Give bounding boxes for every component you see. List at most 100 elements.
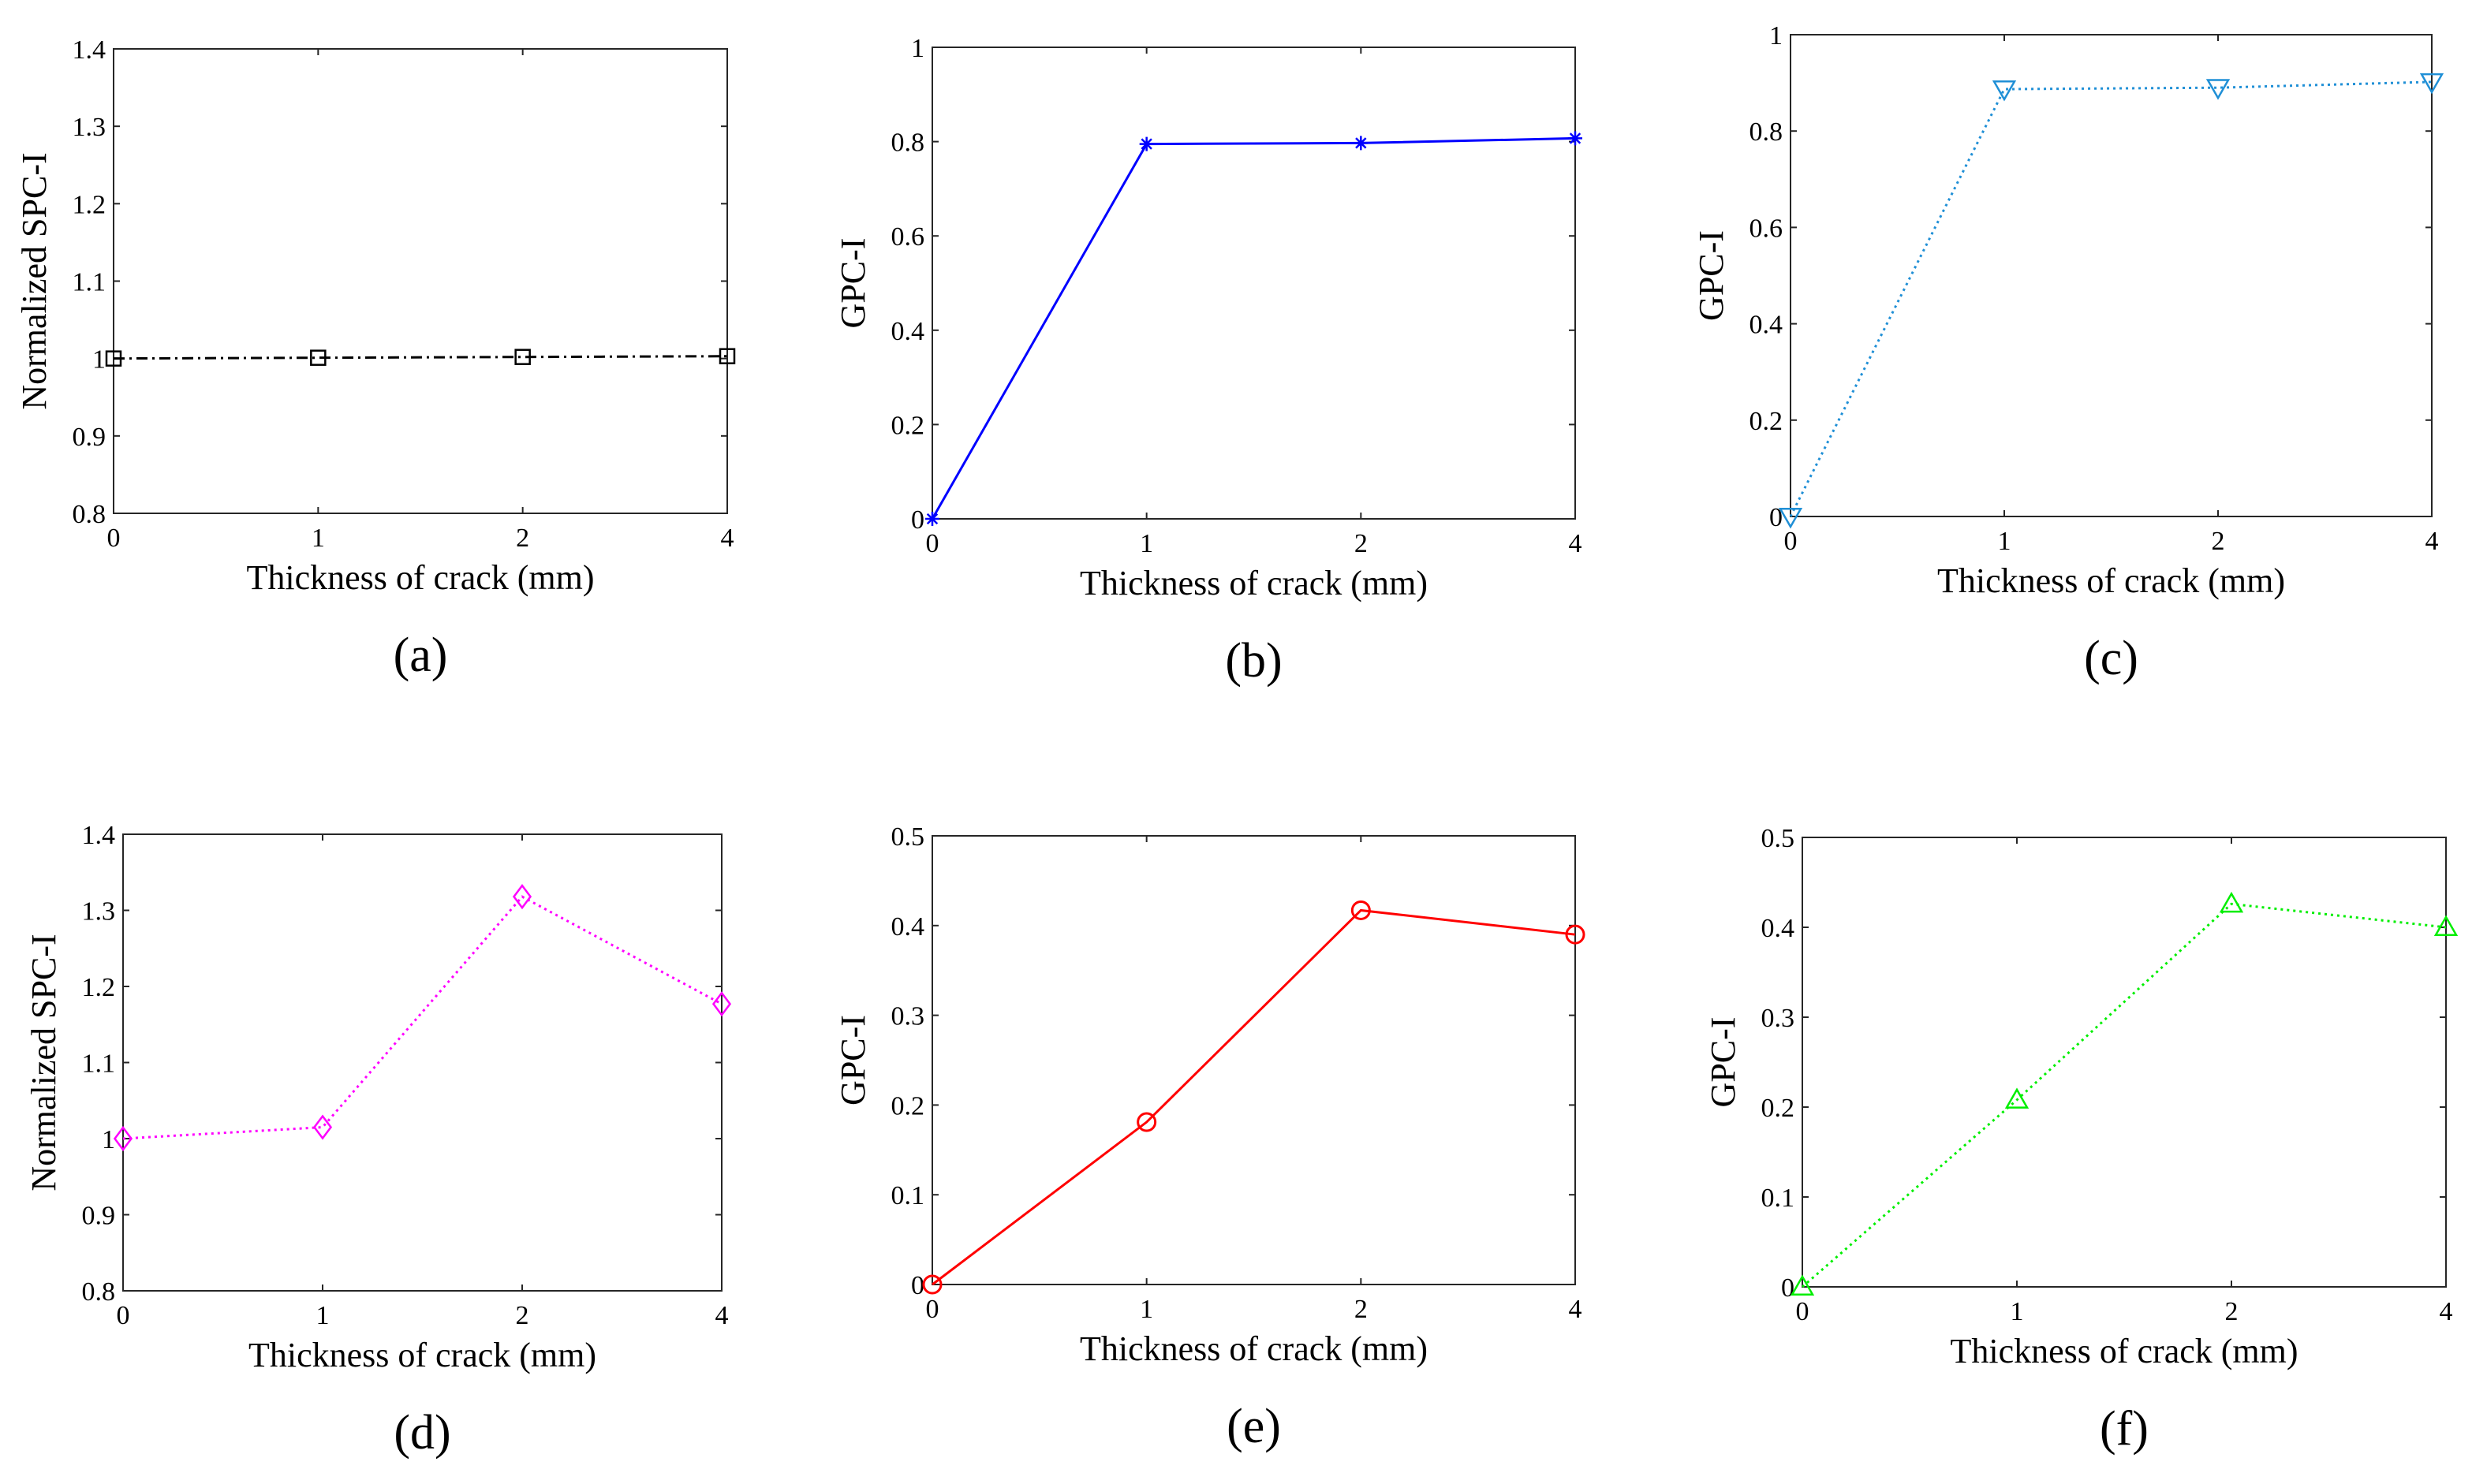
- data-point: [312, 1114, 333, 1140]
- chart-panel-e: 0 1 2 4 0 0.1 0.2 0.3 0.4 0.5 Thickness of crack (…: [834, 822, 1585, 1453]
- y-tick-label: 0.2: [891, 1091, 925, 1120]
- x-tick-label: 1: [312, 524, 325, 553]
- y-tick-label: 0.6: [1749, 214, 1783, 243]
- x-tick-label: 1: [1998, 527, 2011, 556]
- y-tick-label: 0.5: [1761, 824, 1795, 853]
- y-tick-label: 0.4: [891, 912, 925, 941]
- data-point: [1790, 1274, 1815, 1296]
- plot-frame: [122, 833, 723, 1292]
- series-line: [113, 355, 728, 360]
- y-tick-label: 0.4: [1749, 311, 1783, 340]
- data-point: [2433, 915, 2459, 936]
- chart-panel-c: 0 1 2 4 0 0.2 0.4 0.6 0.8 1 Thickness of crack (mm…: [1692, 21, 2444, 685]
- y-tick-label: 0.5: [891, 822, 925, 852]
- data-point: [310, 349, 327, 366]
- y-tick-label: 1.3: [73, 113, 106, 142]
- y-axis-label: GPC-I: [834, 1015, 872, 1106]
- x-tick-label: 0: [926, 1295, 939, 1324]
- chart-panel-f: 0 1 2 4 0 0.1 0.2 0.3 0.4 0.5 Thickness of crack (…: [1704, 824, 2459, 1456]
- data-point: [925, 512, 939, 526]
- x-tick-label: 0: [1796, 1297, 1809, 1326]
- panel-caption: (f): [2100, 1402, 2149, 1456]
- y-tick-label: 0.1: [1761, 1184, 1795, 1213]
- x-tick-label: 4: [715, 1301, 729, 1330]
- x-tick-label: 1: [1140, 529, 1153, 558]
- y-axis-label: Normalized SPC-I: [24, 934, 63, 1191]
- plot-frame: [1790, 34, 2433, 517]
- plot-frame: [932, 47, 1576, 520]
- x-tick-label: 1: [316, 1301, 330, 1330]
- y-tick-label: 1.1: [82, 1050, 116, 1079]
- y-tick-label: 1.2: [73, 190, 106, 219]
- series-line: [1789, 80, 2433, 517]
- data-point: [2219, 891, 2244, 913]
- data-point: [1137, 1112, 1157, 1132]
- y-tick-label: 1: [92, 345, 106, 375]
- data-point: [719, 348, 736, 364]
- x-tick-label: 1: [2011, 1297, 2024, 1326]
- y-tick-label: 0.8: [891, 129, 925, 158]
- y-tick-label: 0.2: [1749, 407, 1783, 436]
- x-axis-label: Thickness of crack (mm): [248, 1336, 596, 1374]
- y-tick-label: 0.4: [891, 317, 925, 346]
- x-tick-label: 4: [2440, 1297, 2453, 1326]
- y-tick-label: 1: [102, 1125, 115, 1154]
- x-tick-label: 2: [1354, 1295, 1368, 1324]
- series-line: [931, 136, 1576, 520]
- x-tick-label: 2: [2212, 527, 2225, 556]
- plot-frame: [113, 48, 728, 514]
- panel-caption: (e): [1227, 1400, 1281, 1453]
- x-tick-label: 0: [1784, 527, 1798, 556]
- data-point: [105, 350, 122, 367]
- x-axis-label: Thickness of crack (mm): [246, 558, 594, 597]
- data-point: [2004, 1087, 2030, 1109]
- y-tick-label: 0.8: [1749, 117, 1783, 147]
- data-point: [922, 1274, 943, 1295]
- data-point: [1568, 131, 1582, 146]
- plot-frame: [1802, 837, 2447, 1288]
- y-tick-label: 0.3: [1761, 1004, 1795, 1033]
- chart-panel-a: 0 1 2 4 0.8 0.9 1 1.1 1.2 1.3 1.4 Thickness of crac…: [15, 35, 736, 682]
- x-tick-label: 1: [1140, 1295, 1153, 1324]
- chart-panel-d: 0 1 2 4 0.8 0.9 1 1.1 1.2 1.3 1.4 Thickness of crac…: [24, 821, 732, 1460]
- x-tick-label: 2: [516, 1301, 529, 1330]
- x-tick-label: 4: [2425, 527, 2439, 556]
- x-axis-label: Thickness of crack (mm): [1080, 564, 1428, 602]
- data-point: [1565, 924, 1585, 945]
- data-point: [514, 349, 531, 365]
- y-tick-label: 0.1: [891, 1181, 925, 1210]
- x-tick-label: 0: [926, 529, 939, 558]
- y-tick-label: 0.6: [891, 222, 925, 252]
- y-axis-label: GPC-I: [1704, 1017, 1742, 1108]
- data-point: [1350, 900, 1371, 920]
- x-tick-label: 0: [117, 1301, 130, 1330]
- y-tick-label: 0.9: [73, 423, 106, 452]
- x-tick-label: 4: [1569, 1295, 1582, 1324]
- y-tick-label: 1: [911, 34, 924, 63]
- y-tick-label: 0.9: [82, 1202, 116, 1231]
- data-point: [711, 991, 732, 1017]
- x-tick-label: 4: [721, 524, 734, 553]
- x-tick-label: 2: [2225, 1297, 2239, 1326]
- series-line: [122, 895, 723, 1140]
- y-tick-label: 1: [1769, 21, 1783, 50]
- data-point: [113, 1125, 133, 1152]
- data-point: [1354, 136, 1369, 151]
- y-tick-label: 0.8: [73, 500, 106, 529]
- data-point: [2205, 79, 2231, 100]
- data-point: [512, 884, 532, 910]
- series-line: [1802, 902, 2447, 1288]
- y-tick-label: 0.3: [891, 1002, 925, 1031]
- y-tick-label: 1.4: [73, 35, 106, 65]
- y-tick-label: 0.2: [1761, 1094, 1795, 1123]
- y-tick-label: 1.2: [82, 973, 116, 1002]
- y-tick-label: 0: [1781, 1273, 1794, 1303]
- panel-caption: (a): [394, 628, 448, 682]
- y-axis-label: Normalized SPC-I: [15, 152, 54, 409]
- y-tick-label: 0.4: [1761, 914, 1795, 943]
- y-tick-label: 0: [911, 1271, 924, 1300]
- x-tick-label: 0: [107, 524, 121, 553]
- y-tick-label: 0: [911, 505, 924, 535]
- data-point: [1778, 508, 1803, 529]
